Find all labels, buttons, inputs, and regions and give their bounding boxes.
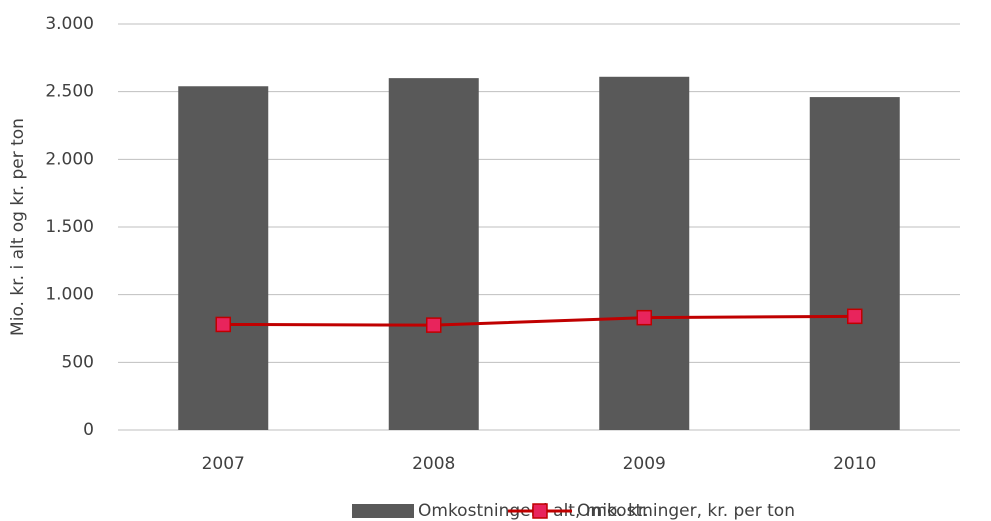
legend-label: Omkostninger, kr. per ton bbox=[577, 501, 795, 521]
y-tick-label: 2.500 bbox=[45, 82, 94, 102]
y-tick-label: 1.500 bbox=[45, 217, 94, 237]
bar bbox=[388, 78, 479, 430]
line-marker bbox=[847, 308, 863, 325]
line-marker bbox=[215, 316, 231, 333]
x-tick-label: 2009 bbox=[623, 454, 666, 474]
y-axis-label: Mio. kr. i alt og kr. per ton bbox=[8, 118, 28, 336]
y-tick-label: 3.000 bbox=[45, 14, 94, 34]
bar bbox=[178, 86, 269, 431]
line bbox=[223, 314, 855, 327]
x-tick-label: 2007 bbox=[202, 454, 245, 474]
line-marker bbox=[426, 317, 442, 333]
x-tick-label: 2008 bbox=[412, 454, 455, 474]
x-tick-label: 2010 bbox=[833, 454, 876, 474]
y-tick-label: 2.000 bbox=[45, 149, 94, 169]
bar bbox=[599, 76, 690, 430]
line-marker bbox=[636, 309, 652, 326]
y-tick-label: 1.000 bbox=[45, 285, 94, 305]
bar bbox=[809, 97, 900, 430]
y-tick-label: 500 bbox=[62, 352, 94, 372]
legend-swatch bbox=[352, 504, 414, 518]
y-tick-label: 0 bbox=[83, 420, 94, 440]
legend-marker bbox=[532, 503, 548, 519]
